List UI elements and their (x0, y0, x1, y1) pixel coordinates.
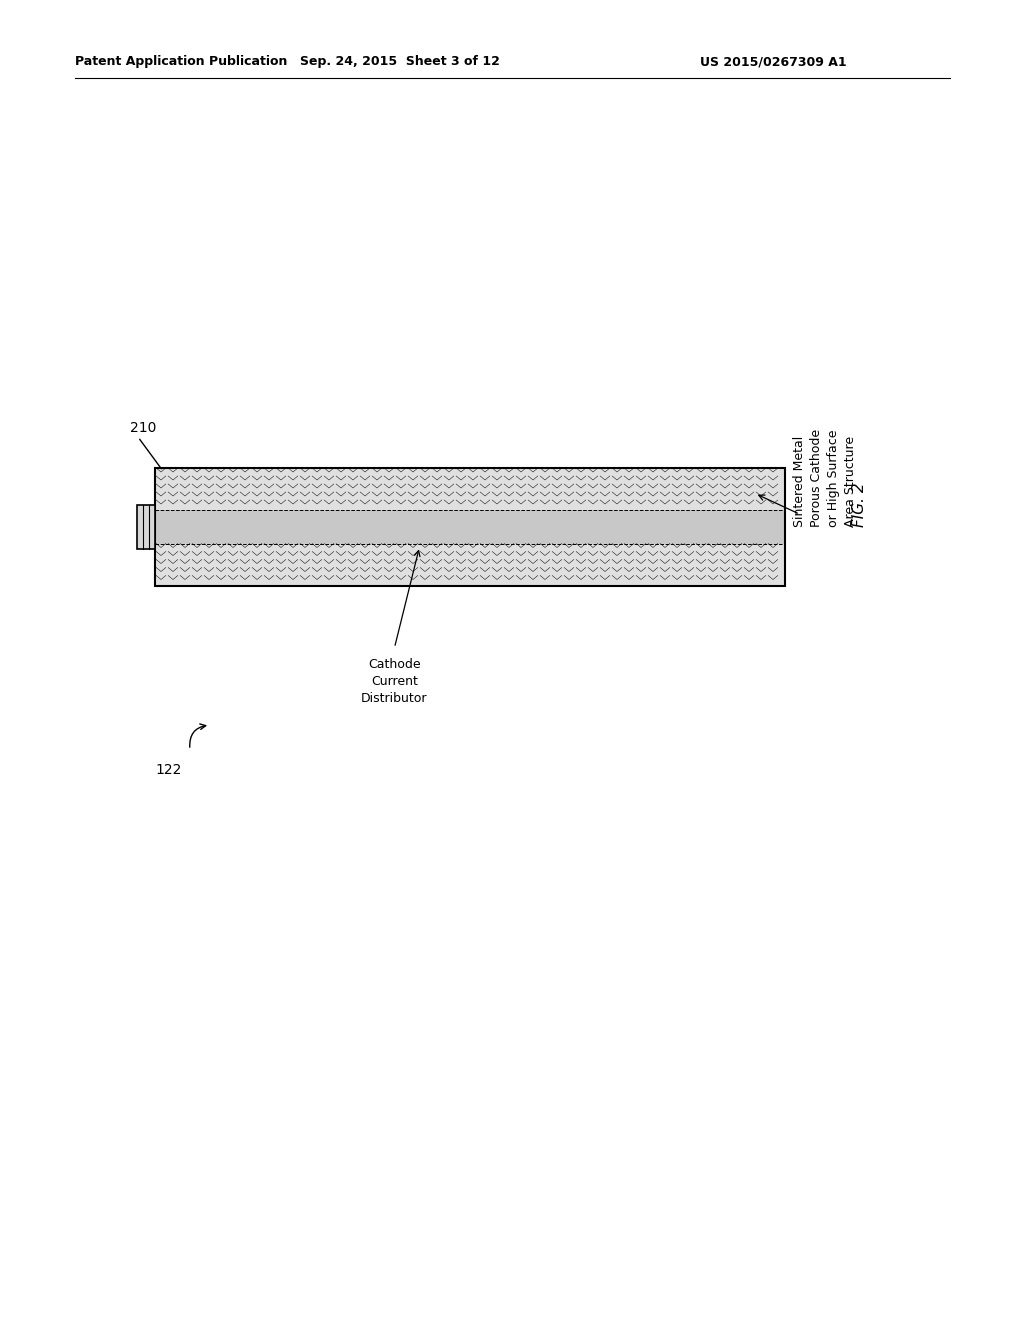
Text: 210: 210 (130, 421, 157, 436)
Text: FIG. 2: FIG. 2 (853, 482, 867, 527)
Bar (155, 469, 785, 511)
Text: Sintered Metal
Porous Cathode
or High Surface
Area Structure: Sintered Metal Porous Cathode or High Su… (793, 429, 857, 527)
Text: Sep. 24, 2015  Sheet 3 of 12: Sep. 24, 2015 Sheet 3 of 12 (300, 55, 500, 69)
Bar (137, 504, 155, 549)
Text: Cathode
Current
Distributor: Cathode Current Distributor (361, 657, 428, 705)
Text: US 2015/0267309 A1: US 2015/0267309 A1 (700, 55, 847, 69)
Bar (155, 544, 785, 586)
Text: Patent Application Publication: Patent Application Publication (75, 55, 288, 69)
Bar (155, 511, 785, 544)
Text: 122: 122 (155, 763, 181, 777)
Bar (155, 469, 785, 586)
